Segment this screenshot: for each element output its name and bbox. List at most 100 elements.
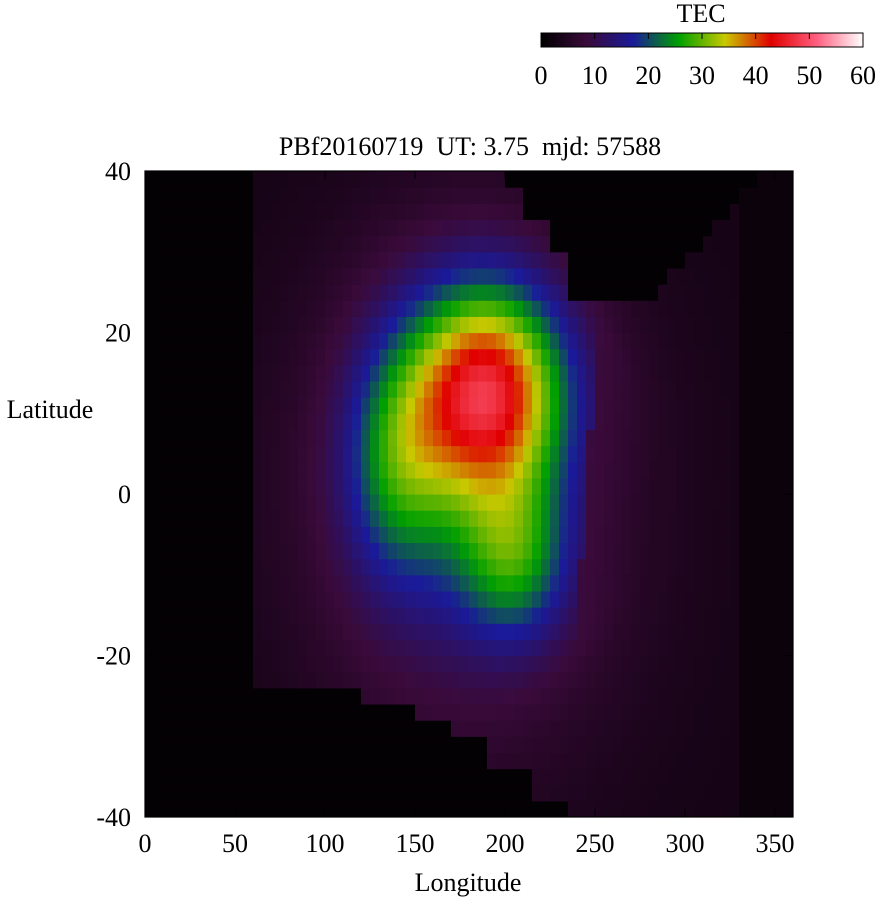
- heatmap-cell: [172, 703, 182, 721]
- heatmap-cell: [550, 235, 560, 253]
- heatmap-cell: [478, 752, 488, 770]
- heatmap-cell: [532, 445, 542, 463]
- heatmap-cell: [568, 558, 578, 576]
- heatmap-cell: [721, 752, 731, 770]
- heatmap-cell: [505, 590, 515, 608]
- heatmap-cell: [649, 510, 659, 527]
- heatmap-cell: [568, 284, 578, 301]
- heatmap-cell: [757, 187, 767, 204]
- heatmap-cell: [568, 526, 578, 544]
- heatmap-cell: [703, 542, 713, 560]
- heatmap-cell: [334, 720, 344, 737]
- heatmap-cell: [739, 494, 749, 511]
- heatmap-cell: [199, 413, 209, 430]
- heatmap-cell: [478, 720, 488, 737]
- heatmap-cell: [298, 736, 308, 753]
- heatmap-cell: [208, 655, 218, 673]
- heatmap-cell: [748, 752, 758, 770]
- heatmap-cell: [190, 590, 200, 608]
- heatmap-cell: [451, 380, 461, 398]
- heatmap-cell: [244, 720, 254, 737]
- heatmap-cell: [523, 526, 533, 544]
- heatmap-cell: [190, 607, 200, 624]
- heatmap-cell: [721, 413, 731, 430]
- heatmap-cell: [514, 429, 524, 447]
- heatmap-cell: [721, 494, 731, 511]
- heatmap-cell: [541, 267, 551, 285]
- heatmap-cell: [622, 736, 632, 753]
- heatmap-cell: [406, 574, 416, 592]
- heatmap-cell: [739, 703, 749, 721]
- heatmap-cell: [163, 736, 173, 753]
- heatmap-cell: [631, 429, 641, 447]
- heatmap-cell: [541, 300, 551, 317]
- heatmap-cell: [262, 494, 272, 511]
- heatmap-cell: [595, 752, 605, 770]
- heatmap-cell: [613, 187, 623, 204]
- heatmap-cell: [748, 219, 758, 237]
- heatmap-cell: [685, 235, 695, 253]
- heatmap-cell: [766, 461, 776, 479]
- heatmap-cell: [595, 542, 605, 560]
- heatmap-cell: [280, 687, 290, 705]
- heatmap-cell: [658, 364, 668, 382]
- heatmap-cell: [388, 187, 398, 204]
- heatmap-cell: [262, 639, 272, 657]
- heatmap-cell: [586, 251, 596, 269]
- heatmap-cell: [244, 477, 254, 495]
- heatmap-cell: [307, 542, 317, 560]
- heatmap-cell: [640, 768, 650, 786]
- heatmap-cell: [262, 316, 272, 334]
- heatmap-cell: [145, 284, 155, 301]
- heatmap-cell: [235, 316, 245, 334]
- heatmap-cell: [712, 429, 722, 447]
- heatmap-cell: [730, 590, 740, 608]
- heatmap-cell: [505, 187, 515, 204]
- heatmap-cell: [721, 574, 731, 592]
- heatmap-cell: [739, 413, 749, 430]
- heatmap-cell: [577, 348, 587, 366]
- heatmap-cell: [361, 590, 371, 608]
- heatmap-cell: [199, 251, 209, 269]
- x-tick-label: 50: [222, 829, 248, 858]
- heatmap-cell: [505, 655, 515, 673]
- heatmap-cell: [172, 300, 182, 317]
- heatmap-cell: [550, 655, 560, 673]
- heatmap-cell: [784, 720, 793, 737]
- heatmap-cell: [397, 607, 407, 624]
- heatmap-cell: [325, 316, 335, 334]
- heatmap-cell: [181, 316, 191, 334]
- heatmap-cell: [496, 736, 506, 753]
- heatmap-cell: [559, 316, 569, 334]
- heatmap-cell: [739, 461, 749, 479]
- heatmap-cell: [622, 413, 632, 430]
- heatmap-cell: [307, 300, 317, 317]
- heatmap-cell: [298, 800, 308, 817]
- heatmap-cell: [604, 720, 614, 737]
- heatmap-cell: [226, 768, 236, 786]
- heatmap-cell: [784, 267, 793, 285]
- heatmap-cell: [172, 655, 182, 673]
- heatmap-cell: [262, 219, 272, 237]
- heatmap-cell: [190, 736, 200, 753]
- heatmap-cell: [595, 235, 605, 253]
- heatmap-cell: [226, 364, 236, 382]
- heatmap-cell: [181, 267, 191, 285]
- heatmap-cell: [640, 300, 650, 317]
- heatmap-cell: [757, 703, 767, 721]
- heatmap-cell: [289, 445, 299, 463]
- heatmap-cell: [766, 219, 776, 237]
- heatmap-cell: [316, 316, 326, 334]
- heatmap-cell: [343, 171, 353, 188]
- heatmap-cell: [388, 607, 398, 624]
- heatmap-cell: [325, 800, 335, 817]
- heatmap-cell: [226, 203, 236, 221]
- heatmap-cell: [343, 590, 353, 608]
- heatmap-cell: [514, 413, 524, 430]
- heatmap-cell: [631, 477, 641, 495]
- heatmap-cell: [622, 348, 632, 366]
- heatmap-cell: [541, 413, 551, 430]
- heatmap-cell: [667, 300, 677, 317]
- heatmap-cell: [397, 348, 407, 366]
- heatmap-cell: [343, 413, 353, 430]
